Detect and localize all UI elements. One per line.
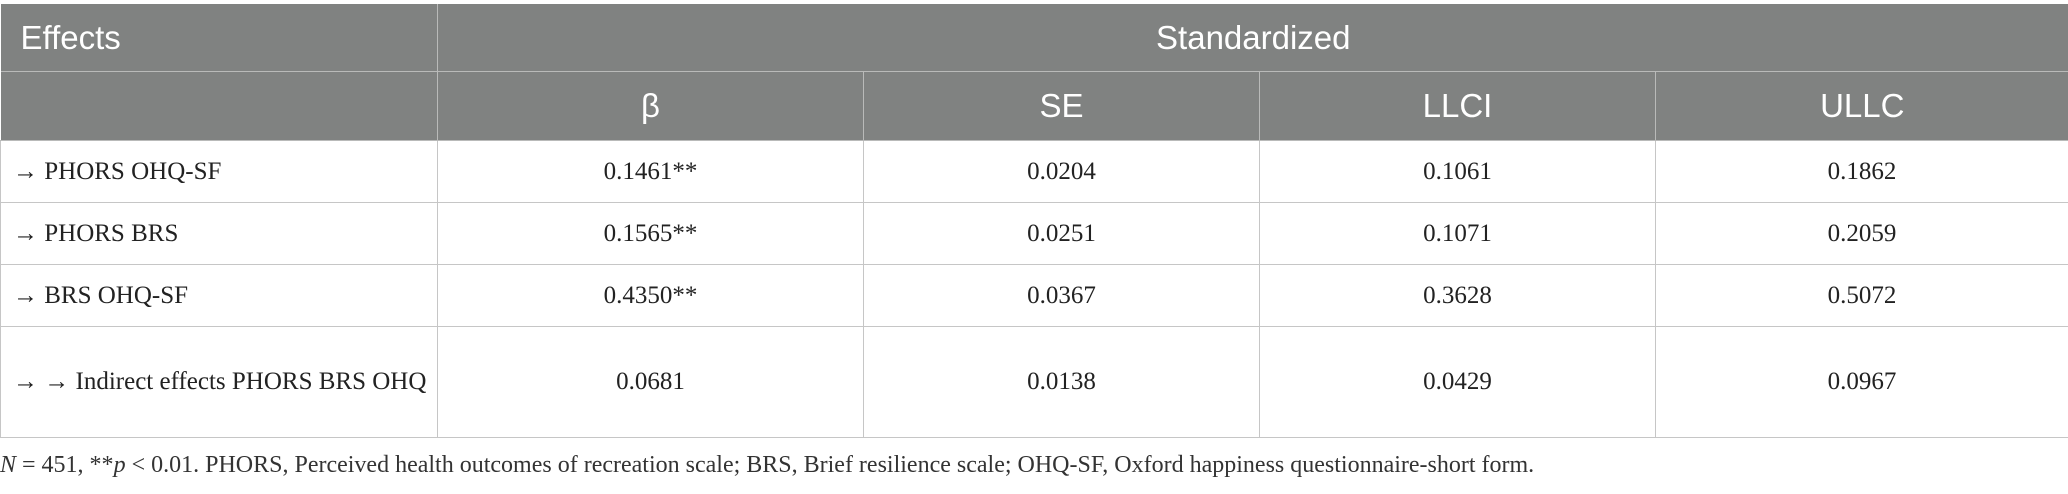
- effect-cell: → PHORS OHQ-SF: [0, 140, 438, 203]
- effect-cell: → → Indirect effects PHORS BRS OHQ: [0, 326, 438, 438]
- ullc-cell: 0.2059: [1654, 202, 2068, 265]
- header-row-columns: β SE LLCI ULLC: [0, 71, 2068, 141]
- llci-cell: 0.1061: [1259, 140, 1656, 203]
- results-table-container: Effects Standardized β SE LLCI ULLC → PH…: [0, 4, 2068, 438]
- beta-cell: 0.4350**: [437, 264, 864, 327]
- ullc-cell: 0.5072: [1654, 264, 2068, 327]
- se-cell: 0.0138: [863, 326, 1260, 438]
- table-row: → PHORS BRS 0.1565** 0.0251 0.1071 0.205…: [0, 202, 2068, 265]
- footnote-n-label: N: [0, 452, 17, 478]
- table-row: → → Indirect effects PHORS BRS OHQ 0.068…: [0, 326, 2068, 438]
- beta-cell: 0.1461**: [437, 140, 864, 203]
- header-row-group: Effects Standardized: [0, 4, 2068, 72]
- ullc-cell: 0.0967: [1654, 326, 2068, 438]
- header-se: SE: [863, 71, 1260, 141]
- effect-cell: → BRS OHQ-SF: [0, 264, 438, 327]
- header-standardized: Standardized: [436, 4, 2068, 72]
- footnote-n-value: = 451, **: [16, 452, 114, 478]
- table-footnote: N = 451, **p < 0.01. PHORS, Perceived he…: [0, 452, 1534, 479]
- footnote-p-label: p: [113, 452, 126, 478]
- effect-cell: → PHORS BRS: [0, 202, 438, 265]
- llci-cell: 0.1071: [1259, 202, 1656, 265]
- header-ullc: ULLC: [1654, 71, 2068, 141]
- beta-cell: 0.0681: [437, 326, 864, 438]
- header-blank: [0, 71, 438, 141]
- mediation-results-table: Effects Standardized β SE LLCI ULLC → PH…: [0, 4, 2068, 438]
- header-effects: Effects: [0, 4, 438, 72]
- table-row: → BRS OHQ-SF 0.4350** 0.0367 0.3628 0.50…: [0, 264, 2068, 327]
- llci-cell: 0.0429: [1259, 326, 1656, 438]
- se-cell: 0.0251: [863, 202, 1260, 265]
- header-llci: LLCI: [1259, 71, 1656, 141]
- header-beta: β: [437, 71, 864, 141]
- se-cell: 0.0204: [863, 140, 1260, 203]
- table-row: → PHORS OHQ-SF 0.1461** 0.0204 0.1061 0.…: [0, 140, 2068, 203]
- se-cell: 0.0367: [863, 264, 1260, 327]
- beta-cell: 0.1565**: [437, 202, 864, 265]
- ullc-cell: 0.1862: [1654, 140, 2068, 203]
- footnote-text: < 0.01. PHORS, Perceived health outcomes…: [125, 452, 1535, 478]
- llci-cell: 0.3628: [1259, 264, 1656, 327]
